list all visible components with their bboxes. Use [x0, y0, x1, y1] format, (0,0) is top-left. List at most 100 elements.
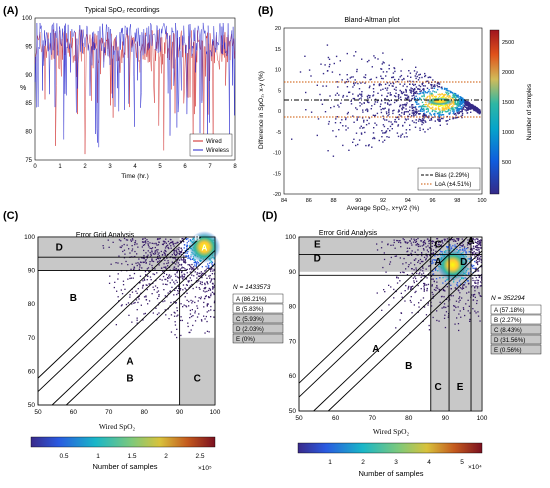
sample-point: [140, 304, 142, 306]
sample-point: [207, 303, 209, 305]
sample-point: [404, 121, 406, 124]
sample-point: [147, 250, 149, 252]
sample-point: [428, 95, 431, 97]
sample-point: [443, 306, 445, 309]
sample-point: [421, 105, 424, 107]
sample-point: [438, 115, 441, 117]
sample-point: [199, 288, 201, 290]
sample-point: [420, 108, 423, 110]
sample-point: [458, 112, 460, 114]
sample-point: [380, 75, 382, 77]
sample-point: [471, 242, 473, 244]
sample-point: [423, 110, 425, 112]
sample-point: [472, 245, 475, 247]
sample-point: [327, 123, 330, 125]
sample-point: [393, 297, 395, 299]
sample-point: [425, 115, 427, 117]
sample-point: [158, 258, 160, 260]
sample-point: [121, 293, 124, 295]
sample-point: [476, 107, 478, 109]
sample-point: [412, 104, 414, 106]
sample-point: [346, 113, 349, 115]
sample-point: [186, 252, 188, 254]
sample-point: [460, 283, 462, 285]
sample-point: [204, 295, 207, 298]
sample-point: [396, 276, 398, 278]
sample-point: [473, 106, 476, 108]
sample-point: [432, 262, 434, 264]
sample-point: [180, 247, 182, 250]
sample-point: [156, 251, 158, 253]
sample-point: [389, 92, 391, 94]
sample-point: [434, 120, 436, 122]
sample-point: [151, 264, 153, 267]
sample-point: [350, 76, 353, 78]
sample-point: [456, 109, 459, 111]
sample-point: [436, 310, 438, 312]
sample-point: [206, 305, 208, 307]
sample-point: [355, 144, 357, 147]
x-tick-label: 96: [429, 198, 435, 204]
zone-legend-box: [490, 314, 542, 325]
sample-point: [403, 104, 406, 106]
sample-point: [459, 98, 462, 100]
sample-point: [131, 245, 133, 247]
sample-point: [137, 246, 139, 248]
sample-point: [410, 252, 412, 254]
sample-point: [186, 292, 188, 294]
sample-point: [471, 105, 474, 108]
sample-point: [164, 266, 166, 268]
sample-point: [410, 99, 412, 102]
sample-point: [166, 257, 168, 259]
sample-point: [407, 97, 410, 99]
sample-point: [410, 242, 412, 244]
sample-point: [154, 251, 156, 253]
sample-point: [448, 92, 450, 95]
sample-point: [403, 257, 405, 260]
sample-point: [163, 240, 165, 243]
sample-point: [453, 101, 455, 103]
sample-point: [437, 105, 440, 107]
sample-point: [418, 77, 421, 79]
sample-point: [184, 268, 186, 270]
sample-point: [468, 104, 470, 106]
sample-point: [463, 308, 465, 310]
sample-point: [411, 88, 414, 90]
sample-point: [360, 97, 362, 99]
sample-point: [400, 74, 403, 77]
sample-point: [422, 241, 424, 244]
zone-boundary-line: [37, 236, 202, 392]
sample-point: [181, 238, 183, 240]
sample-point: [425, 91, 427, 94]
sample-point: [456, 283, 458, 286]
sample-point: [125, 239, 128, 241]
sample-point: [199, 272, 201, 275]
sample-point: [423, 287, 425, 289]
sample-point: [436, 82, 439, 84]
sample-point: [384, 87, 387, 89]
y-axis-label-a: %: [20, 85, 26, 92]
sample-point: [345, 125, 347, 127]
sample-point: [177, 269, 179, 271]
sample-point: [378, 139, 380, 142]
x-tick-label: 7: [208, 164, 212, 170]
sample-point: [165, 267, 167, 270]
sample-point: [405, 262, 407, 264]
sample-point: [428, 117, 430, 119]
sample-point: [469, 248, 472, 250]
sample-point: [320, 99, 322, 101]
sample-point: [439, 105, 441, 107]
sample-point: [453, 281, 455, 283]
sample-point: [423, 105, 426, 108]
sample-point: [444, 110, 447, 113]
sample-point: [462, 307, 465, 309]
sample-point: [358, 88, 361, 90]
sample-point: [419, 272, 421, 274]
sample-point: [433, 91, 436, 93]
sample-point: [204, 287, 206, 289]
sample-point: [320, 63, 322, 65]
sample-point: [439, 110, 441, 112]
sample-point: [174, 283, 176, 285]
sample-point: [156, 297, 159, 300]
